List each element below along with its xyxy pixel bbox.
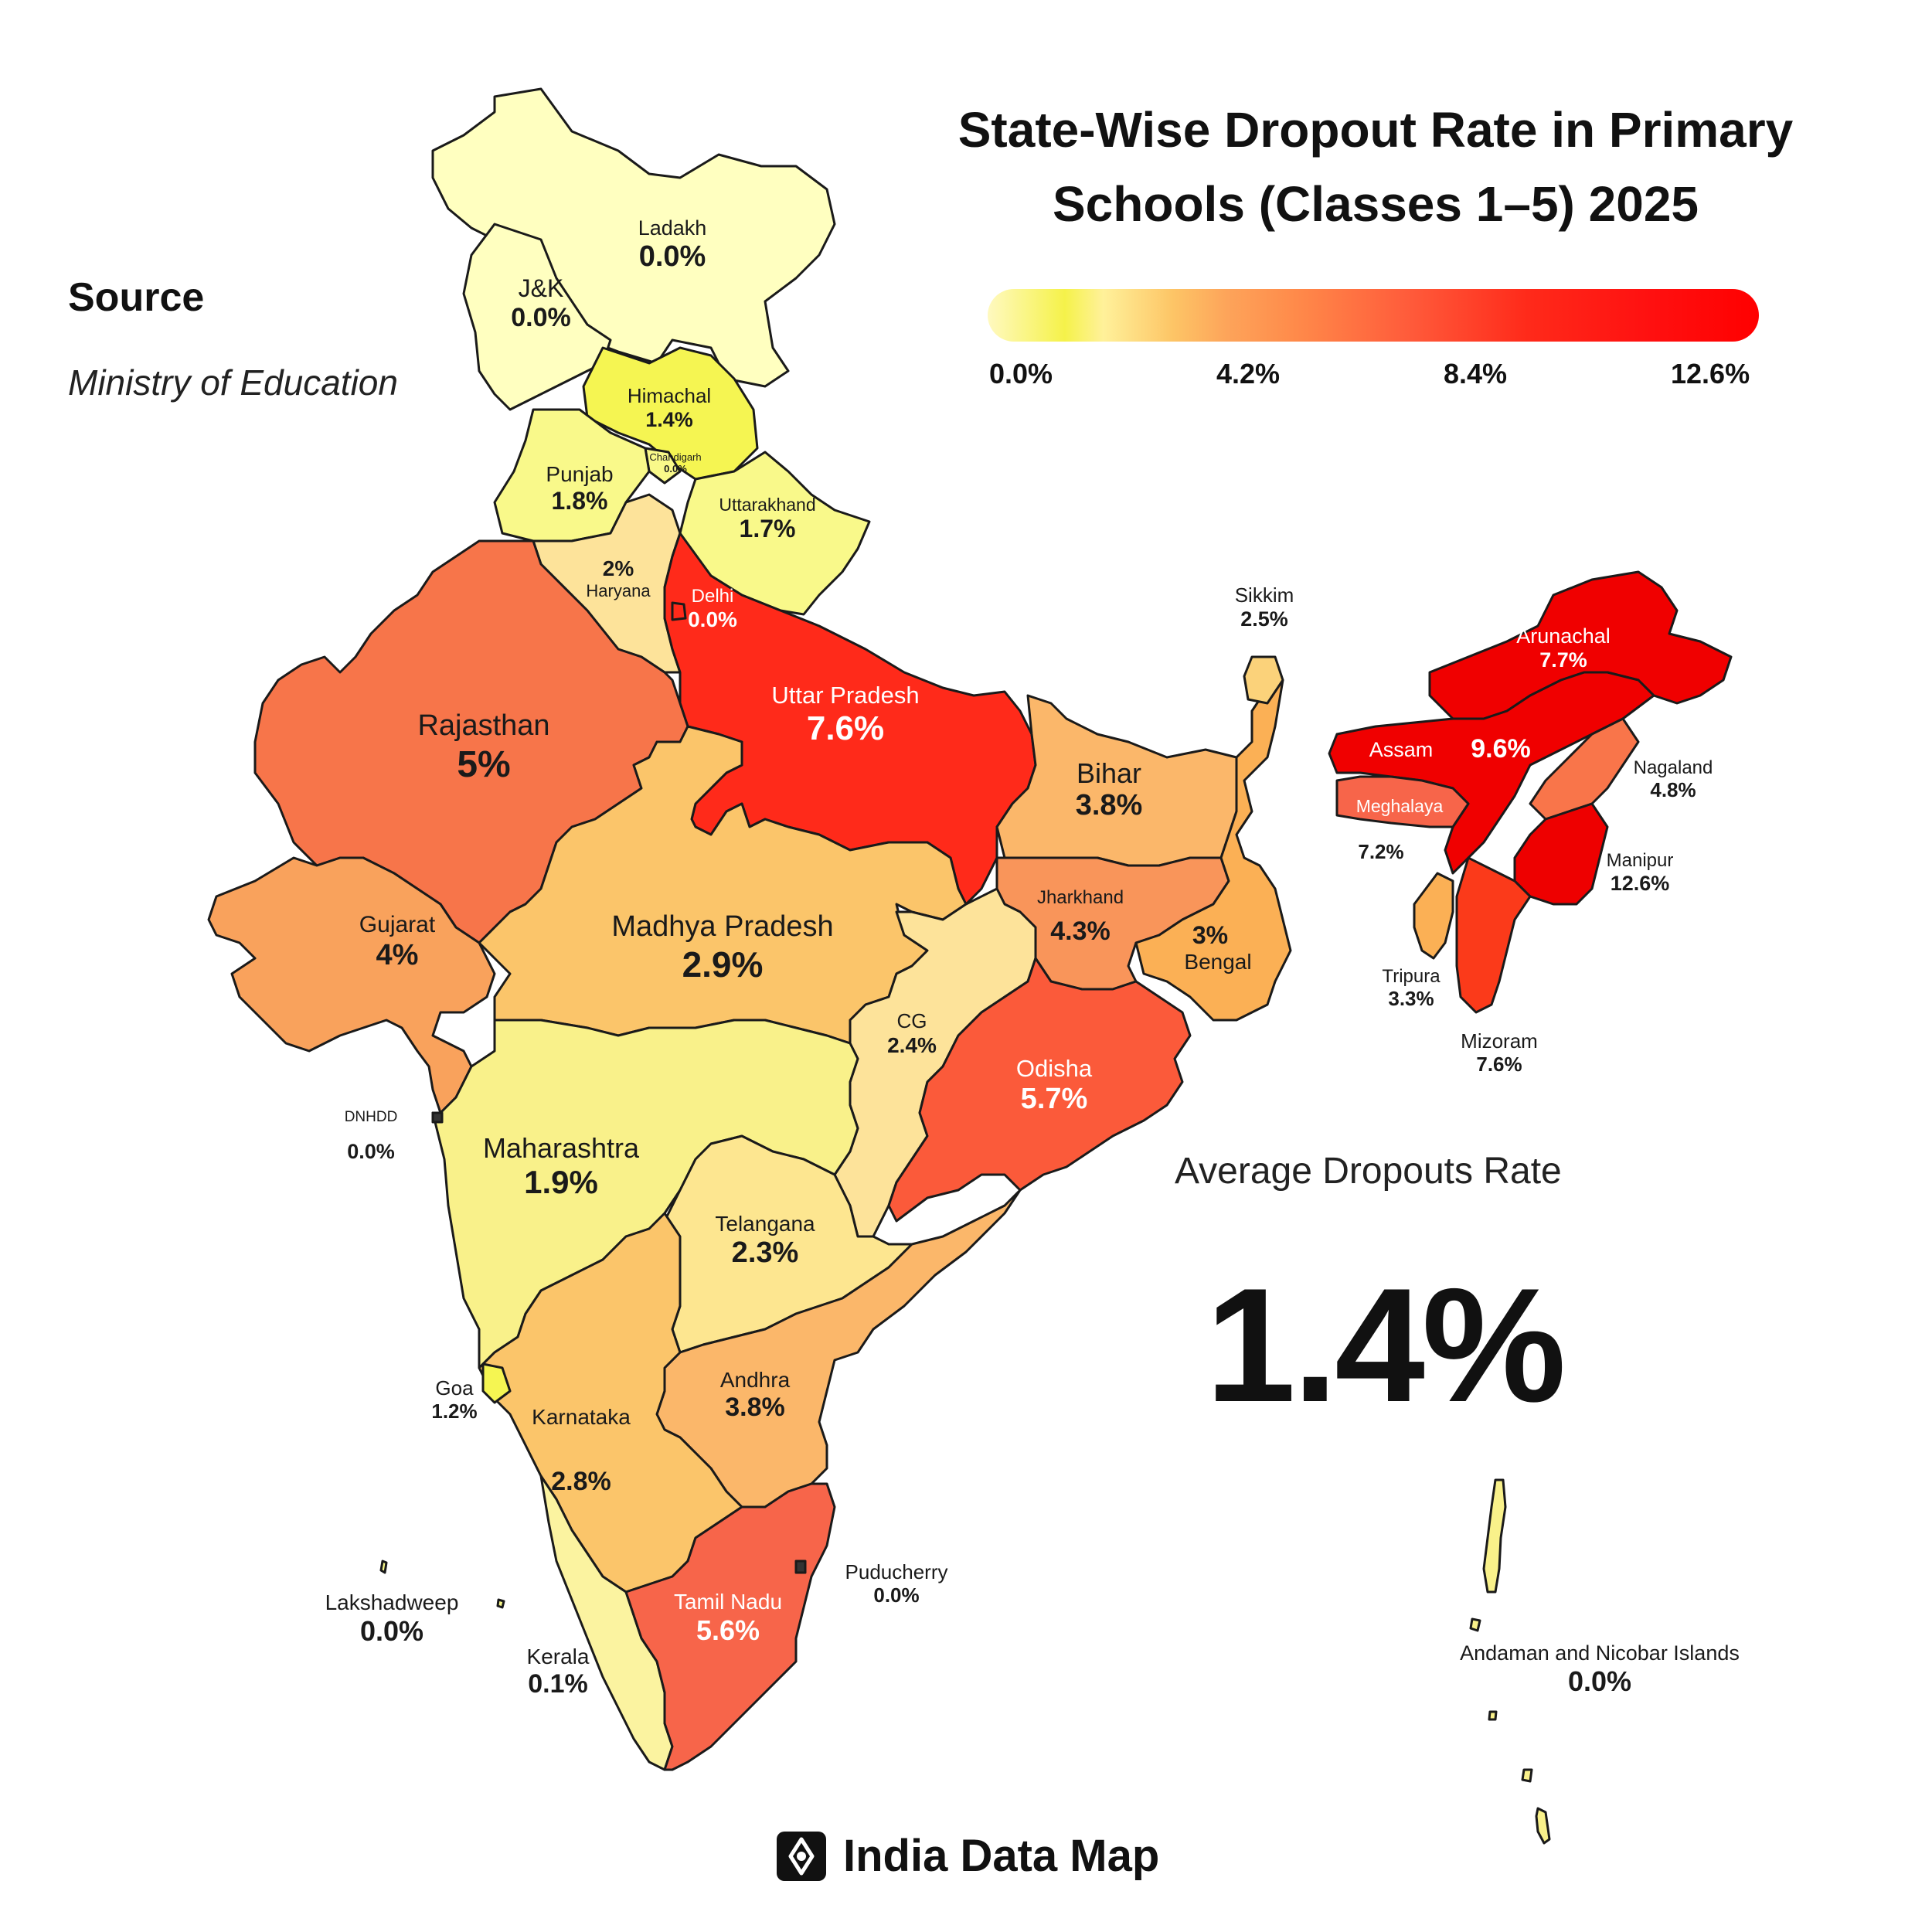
color-legend-bar: [988, 289, 1759, 342]
label-goa: Goa 1.2%: [431, 1376, 478, 1423]
region-tripura[interactable]: [1413, 872, 1454, 960]
region-sikkim[interactable]: [1243, 655, 1284, 705]
label-nagaland: Nagaland 4.8%: [1633, 757, 1713, 801]
label-ladakh: Ladakh 0.0%: [638, 216, 707, 274]
region-delhi[interactable]: [671, 601, 687, 621]
label-assam-name: Assam: [1369, 738, 1434, 761]
label-jharkhand: Jharkhand 4.3%: [1036, 887, 1124, 946]
region-dnhdd[interactable]: [431, 1111, 444, 1124]
label-uttar-pradesh: Uttar Pradesh 7.6%: [771, 682, 920, 747]
label-uttarakhand: Uttarakhand 1.7%: [719, 495, 816, 543]
brand-logo-icon: [777, 1831, 826, 1881]
label-delhi: Delhi 0.0%: [688, 586, 737, 631]
legend-tick-min: 0.0%: [989, 358, 1053, 389]
title-line-2: Schools (Classes 1–5) 2025: [1052, 176, 1699, 232]
label-karnataka: Karnataka 2.8%: [532, 1405, 631, 1497]
label-himachal: Himachal 1.4%: [627, 384, 712, 431]
legend-tick-3: 8.4%: [1444, 358, 1508, 389]
label-kerala: Kerala 0.1%: [526, 1645, 590, 1699]
region-odisha[interactable]: [887, 957, 1192, 1223]
label-haryana: 2% Haryana: [586, 556, 651, 601]
label-tamil-nadu: Tamil Nadu 5.6%: [673, 1590, 783, 1647]
region-bengal[interactable]: [1134, 679, 1292, 1022]
region-goa[interactable]: [481, 1362, 512, 1404]
region-andaman[interactable]: [1469, 1478, 1551, 1845]
label-manipur: Manipur 12.6%: [1606, 850, 1674, 895]
label-dnhdd: DNHDD 0.0%: [344, 1109, 398, 1163]
label-jk: J&K 0.0%: [511, 274, 571, 332]
label-madhya-pradesh: Madhya Pradesh 2.9%: [611, 910, 834, 985]
average-value: 1.4%: [1206, 1254, 1566, 1436]
region-ladakh[interactable]: [431, 87, 836, 388]
label-maharashtra: Maharashtra 1.9%: [482, 1132, 640, 1201]
label-tripura: Tripura 3.3%: [1382, 966, 1440, 1010]
region-manipur[interactable]: [1513, 802, 1609, 906]
title-line-1: State-Wise Dropout Rate in Primary: [957, 102, 1794, 158]
label-andaman: Andaman and Nicobar Islands 0.0%: [1460, 1641, 1740, 1698]
label-gujarat: Gujarat 4%: [359, 912, 436, 971]
region-lakshadweep[interactable]: [379, 1560, 505, 1609]
label-lakshadweep: Lakshadweep 0.0%: [325, 1590, 459, 1648]
region-tamil-nadu[interactable]: [624, 1482, 836, 1771]
legend-tick-max: 12.6%: [1671, 358, 1750, 389]
region-meghalaya[interactable]: [1335, 775, 1470, 828]
region-jk[interactable]: [462, 223, 612, 411]
label-puducherry: Puducherry 0.0%: [845, 1560, 948, 1607]
average-label: Average Dropouts Rate: [1175, 1151, 1562, 1192]
label-meghalaya-name: Meghalaya: [1355, 796, 1444, 816]
label-bengal: 3% Bengal: [1184, 921, 1252, 974]
brand-name: India Data Map: [843, 1831, 1160, 1881]
label-meghalaya-value: 7.2%: [1358, 840, 1404, 863]
label-arunachal: Arunachal 7.7%: [1516, 624, 1611, 672]
label-sikkim: Sikkim 2.5%: [1234, 583, 1294, 631]
label-telangana: Telangana 2.3%: [715, 1212, 815, 1270]
label-bihar: Bihar 3.8%: [1075, 757, 1143, 822]
label-assam-value: 9.6%: [1471, 734, 1531, 764]
legend-tick-2: 4.2%: [1216, 358, 1281, 389]
source-label: Source: [68, 275, 205, 320]
label-cg: CG 2.4%: [887, 1009, 937, 1057]
region-mizoram[interactable]: [1455, 856, 1532, 1014]
region-puducherry[interactable]: [794, 1560, 807, 1574]
label-rajasthan: Rajasthan 5%: [417, 709, 550, 785]
label-chandigarh: Chandigarh 0.0%: [649, 451, 702, 474]
chart-title: State-Wise Dropout Rate in Primary Schoo…: [881, 93, 1870, 241]
label-odisha: Odisha 5.7%: [1015, 1055, 1093, 1115]
label-andhra: Andhra 3.8%: [719, 1368, 791, 1423]
label-punjab: Punjab 1.8%: [546, 462, 614, 515]
brand: India Data Map: [777, 1830, 1159, 1882]
label-mizoram: Mizoram 7.6%: [1461, 1029, 1538, 1076]
source-value: Ministry of Education: [68, 362, 398, 403]
